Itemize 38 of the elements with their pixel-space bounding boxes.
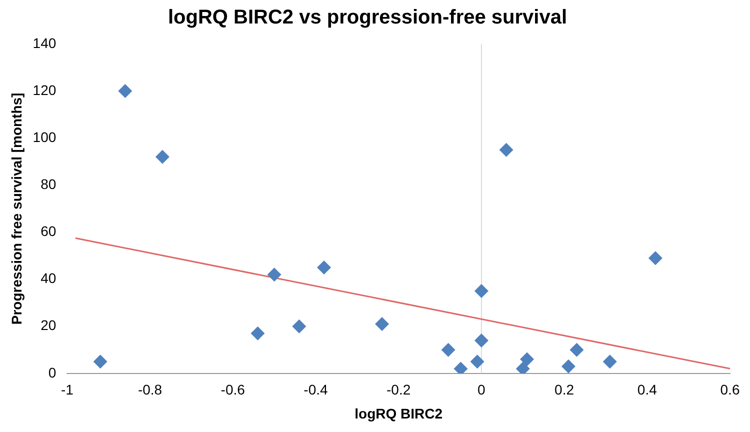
point <box>118 84 132 98</box>
point <box>570 342 584 357</box>
y-tick-label: 80 <box>40 176 56 192</box>
x-axis-title: logRQ BIRC2 <box>354 405 443 422</box>
point <box>155 150 170 164</box>
point <box>474 284 488 298</box>
y-tick-label: 100 <box>32 128 56 145</box>
x-tick-label: -0.4 <box>304 382 328 398</box>
x-tick-label: 0.6 <box>720 382 740 398</box>
point <box>375 316 390 331</box>
point <box>292 319 306 334</box>
x-tick-label: 0.2 <box>554 382 574 398</box>
point <box>648 251 662 266</box>
x-tick-label: 0.4 <box>637 382 658 398</box>
point <box>499 142 514 157</box>
x-tick-label: -0.8 <box>138 382 162 398</box>
y-tick-label: 20 <box>40 317 56 334</box>
y-axis-title: Progression free survival [months] <box>8 92 24 325</box>
point <box>250 326 265 340</box>
point <box>93 354 108 369</box>
point <box>470 354 484 369</box>
x-tick-label: -0.2 <box>386 382 411 398</box>
point <box>520 352 534 366</box>
x-tick-label: 0 <box>478 382 486 398</box>
point <box>267 268 282 282</box>
point <box>561 359 576 374</box>
chart-title: logRQ BIRC2 vs progression-free survival <box>168 6 568 29</box>
point <box>474 333 488 348</box>
y-tick-label: 140 <box>32 34 56 51</box>
y-tick-label: 40 <box>40 270 56 286</box>
point <box>441 342 456 357</box>
point <box>317 260 332 275</box>
point <box>602 354 617 369</box>
y-tick-label: 60 <box>40 223 56 240</box>
y-tick-label: 120 <box>32 82 56 98</box>
y-tick-label: 0 <box>48 364 56 380</box>
x-tick-label: -1 <box>60 382 74 398</box>
x-tick-label: -0.6 <box>220 382 246 398</box>
